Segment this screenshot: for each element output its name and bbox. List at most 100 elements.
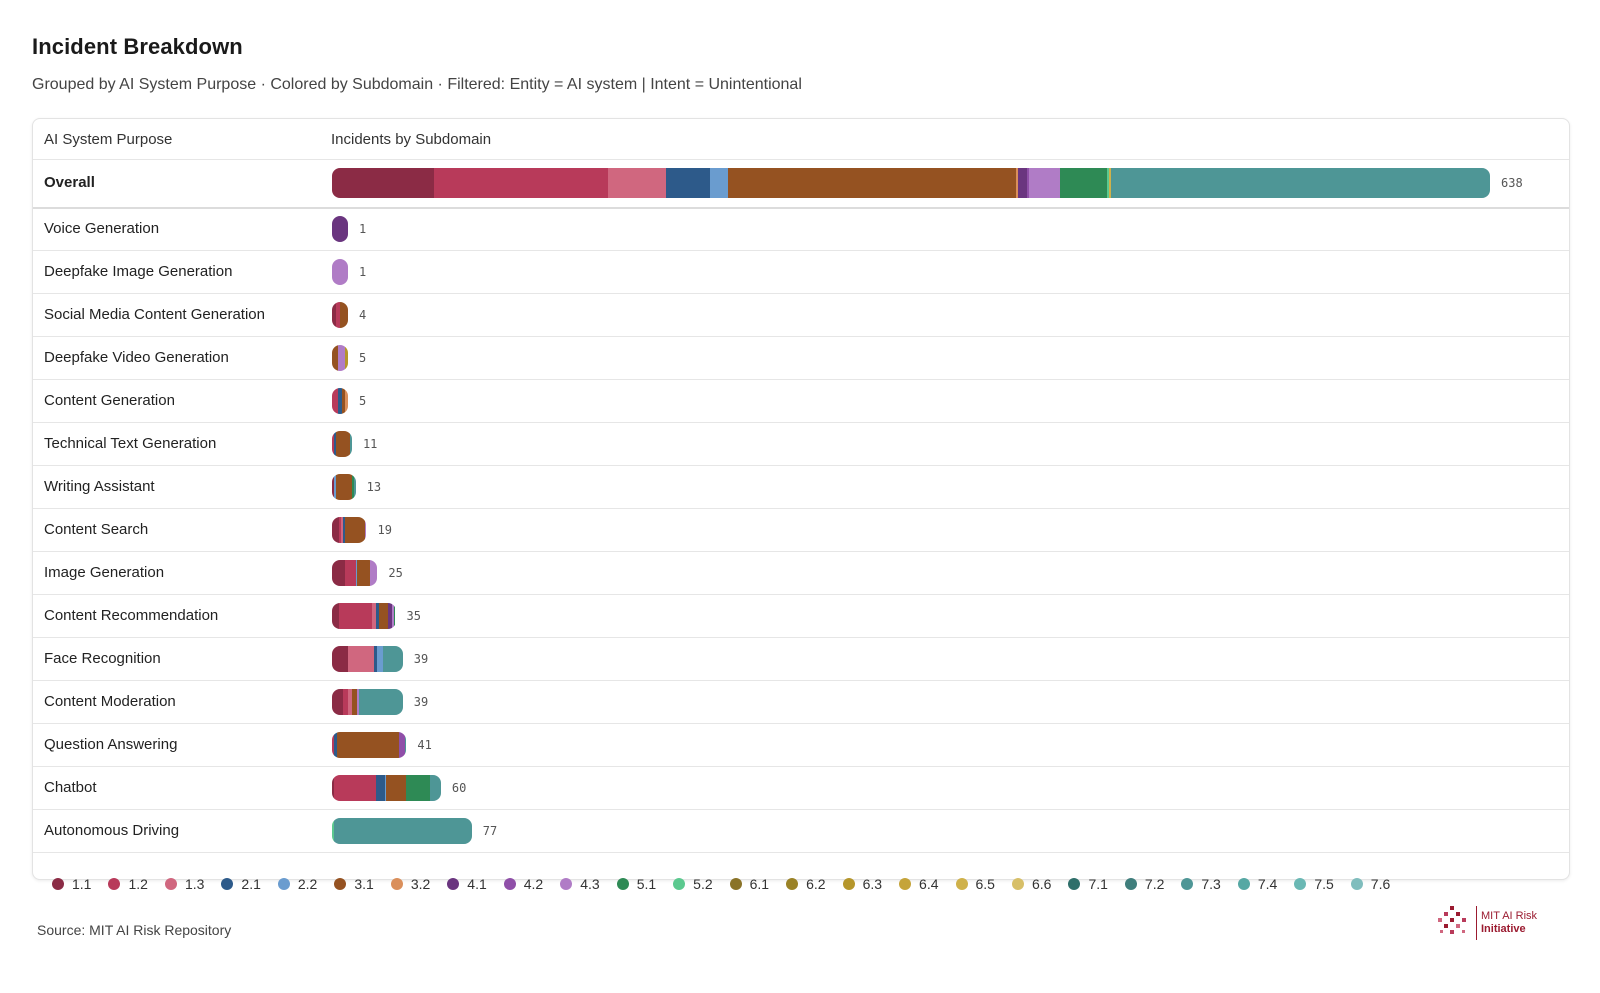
stacked-bar[interactable] — [332, 602, 396, 629]
bar-segment-4-3[interactable] — [357, 688, 360, 715]
bar-segment-2-2[interactable] — [355, 559, 358, 586]
bar-segment-1-2[interactable] — [332, 731, 334, 758]
bar-segment-1-3[interactable] — [341, 516, 343, 543]
table-row[interactable]: Question Answering 41 — [33, 723, 1569, 767]
bar-segment-7-3[interactable] — [1110, 168, 1490, 198]
bar-segment-2-1[interactable] — [333, 430, 336, 457]
legend-item-1-3[interactable]: 1.3 — [164, 874, 204, 894]
table-row[interactable]: Chatbot 60 — [33, 766, 1569, 810]
bar-segment-5-2[interactable] — [332, 817, 334, 844]
bar-segment-1-2[interactable] — [342, 688, 349, 715]
bar-segment-3-2[interactable] — [344, 387, 348, 414]
bar-segment-4-3[interactable] — [332, 258, 348, 285]
bar-segment-1-1[interactable] — [332, 559, 345, 586]
bar-segment-1-1[interactable] — [332, 774, 334, 801]
bar-segment-5-1[interactable] — [406, 774, 430, 801]
stacked-bar[interactable] — [332, 645, 403, 672]
bar-segment-1-2[interactable] — [339, 602, 372, 629]
bar-segment-6-3[interactable] — [344, 344, 348, 371]
bar-segment-3-1[interactable] — [341, 387, 345, 414]
bar-segment-7-3[interactable] — [359, 688, 403, 715]
legend-item-2-1[interactable]: 2.1 — [221, 874, 261, 894]
bar-segment-4-2[interactable] — [1027, 168, 1029, 198]
bar-segment-1-1[interactable] — [332, 301, 336, 328]
stacked-bar[interactable] — [332, 688, 403, 715]
bar-segment-5-1[interactable] — [393, 602, 396, 629]
bar-segment-3-1[interactable] — [337, 731, 400, 758]
table-row[interactable]: Autonomous Driving 77 — [33, 809, 1569, 853]
stacked-bar[interactable] — [332, 731, 407, 758]
bar-segment-2-2[interactable] — [377, 645, 383, 672]
legend-item-7-3[interactable]: 7.3 — [1181, 874, 1221, 894]
bar-segment-4-3[interactable] — [370, 559, 378, 586]
bar-segment-3-1[interactable] — [340, 301, 348, 328]
legend-item-5-2[interactable]: 5.2 — [673, 874, 713, 894]
bar-segment-3-1[interactable] — [335, 430, 351, 457]
bar-segment-4-1[interactable] — [332, 215, 348, 242]
bar-segment-4-3[interactable] — [1028, 168, 1060, 198]
stacked-bar[interactable] — [332, 817, 472, 844]
bar-segment-1-3[interactable] — [607, 168, 666, 198]
table-row[interactable]: Deepfake Video Generation 5 — [33, 336, 1569, 380]
table-row[interactable]: Content Search 19 — [33, 508, 1569, 552]
bar-segment-1-2[interactable] — [332, 387, 339, 414]
legend-item-6-4[interactable]: 6.4 — [899, 874, 939, 894]
bar-segment-1-2[interactable] — [433, 168, 608, 198]
bar-segment-1-2[interactable] — [336, 301, 340, 328]
legend-item-6-1[interactable]: 6.1 — [729, 874, 769, 894]
bar-segment-3-1[interactable] — [335, 473, 352, 500]
bar-segment-4-1[interactable] — [1018, 168, 1028, 198]
legend-item-7-2[interactable]: 7.2 — [1124, 874, 1164, 894]
bar-segment-3-1[interactable] — [351, 688, 358, 715]
stacked-bar[interactable] — [332, 774, 441, 801]
bar-segment-1-2[interactable] — [333, 774, 376, 801]
stacked-bar[interactable] — [332, 430, 352, 457]
legend-item-7-4[interactable]: 7.4 — [1237, 874, 1277, 894]
bar-segment-1-3[interactable] — [348, 688, 352, 715]
bar-segment-2-1[interactable] — [338, 387, 342, 414]
bar-segment-1-2[interactable] — [344, 559, 356, 586]
legend-item-2-2[interactable]: 2.2 — [277, 874, 317, 894]
bar-segment-2-1[interactable] — [333, 731, 338, 758]
bar-segment-7-3[interactable] — [382, 645, 403, 672]
bar-segment-1-1[interactable] — [332, 168, 434, 198]
legend-item-7-6[interactable]: 7.6 — [1350, 874, 1390, 894]
legend-item-3-2[interactable]: 3.2 — [390, 874, 430, 894]
bar-segment-1-1[interactable] — [332, 602, 340, 629]
overall-row[interactable]: Overall 638 — [33, 159, 1569, 209]
bar-segment-1-1[interactable] — [332, 473, 334, 500]
bar-segment-3-1[interactable] — [344, 516, 365, 543]
bar-segment-2-1[interactable] — [373, 645, 378, 672]
stacked-bar[interactable] — [332, 559, 378, 586]
bar-segment-2-2[interactable] — [333, 473, 336, 500]
stacked-bar[interactable] — [332, 344, 348, 371]
legend-item-7-5[interactable]: 7.5 — [1294, 874, 1334, 894]
table-row[interactable]: Writing Assistant 13 — [33, 465, 1569, 509]
bar-segment-3-1[interactable] — [727, 168, 1017, 198]
stacked-bar[interactable] — [332, 215, 348, 242]
bar-segment-5-1[interactable] — [351, 473, 354, 500]
legend-item-6-3[interactable]: 6.3 — [842, 874, 882, 894]
bar-segment-1-2[interactable] — [332, 430, 334, 457]
bar-segment-7-3[interactable] — [350, 430, 352, 457]
stacked-bar[interactable] — [332, 168, 1490, 198]
legend-item-4-1[interactable]: 4.1 — [447, 874, 487, 894]
legend-item-3-1[interactable]: 3.1 — [334, 874, 374, 894]
legend-item-4-2[interactable]: 4.2 — [503, 874, 543, 894]
stacked-bar[interactable] — [332, 387, 348, 414]
bar-segment-7-3[interactable] — [353, 473, 356, 500]
bar-segment-2-1[interactable] — [665, 168, 710, 198]
table-row[interactable]: Content Moderation 39 — [33, 680, 1569, 724]
bar-segment-4-2[interactable] — [399, 731, 405, 758]
bar-segment-4-1[interactable] — [388, 602, 392, 629]
bar-segment-3-1[interactable] — [357, 559, 371, 586]
legend-item-6-2[interactable]: 6.2 — [786, 874, 826, 894]
bar-segment-4-3[interactable] — [391, 602, 394, 629]
bar-segment-7-3[interactable] — [404, 731, 407, 758]
bar-segment-1-2[interactable] — [339, 516, 342, 543]
bar-segment-7-3[interactable] — [333, 817, 472, 844]
legend-item-6-5[interactable]: 6.5 — [955, 874, 995, 894]
bar-segment-1-3[interactable] — [348, 645, 374, 672]
legend-item-1-1[interactable]: 1.1 — [52, 874, 91, 894]
table-row[interactable]: Content Recommendation 35 — [33, 594, 1569, 638]
